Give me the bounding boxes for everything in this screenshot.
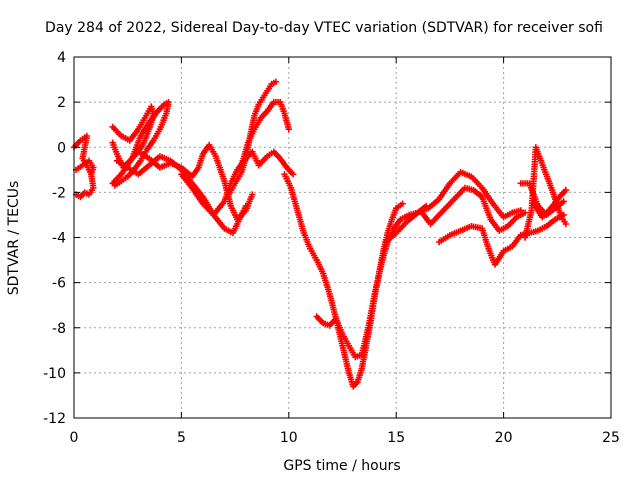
series-track-17 <box>530 186 570 221</box>
data-point <box>562 186 570 194</box>
data-point <box>285 126 292 133</box>
data-point <box>560 198 567 205</box>
y-tick-label: -6 <box>52 276 66 292</box>
data-point <box>562 220 570 228</box>
y-tick-label: 0 <box>57 140 66 156</box>
series-track-2 <box>72 157 97 178</box>
data-point <box>109 180 116 187</box>
chart-title: Day 284 of 2022, Sidereal Day-to-day VTE… <box>45 20 603 36</box>
series-track-12 <box>382 168 524 246</box>
y-tick-label: -2 <box>52 185 66 201</box>
y-tick-label: 4 <box>57 50 66 66</box>
series-track-10 <box>281 171 406 390</box>
data-point <box>399 200 406 207</box>
series-track-14 <box>436 211 567 268</box>
data-point <box>521 209 529 216</box>
series-track-13 <box>418 184 529 234</box>
y-axis-label: SDTVAR / TECUs <box>6 181 22 296</box>
series-track-4 <box>109 103 157 171</box>
series-track-9 <box>238 98 292 169</box>
series-track-6 <box>135 141 256 223</box>
y-tick-label: -8 <box>52 321 66 337</box>
x-tick-label: 20 <box>495 430 513 446</box>
data-points <box>70 78 570 390</box>
data-point <box>109 139 116 146</box>
series-track-11 <box>313 202 430 361</box>
x-tick-label: 10 <box>280 430 298 446</box>
data-point <box>88 171 95 178</box>
x-tick-label: 0 <box>70 430 79 446</box>
y-tick-label: -4 <box>52 231 66 247</box>
x-tick-label: 25 <box>602 430 620 446</box>
data-point <box>272 78 280 85</box>
x-tick-label: 15 <box>387 430 405 446</box>
data-point <box>289 171 297 178</box>
data-point <box>249 191 256 198</box>
x-axis-label: GPS time / hours <box>283 458 400 474</box>
x-tick-label: 5 <box>177 430 186 446</box>
y-tick-label: -10 <box>43 366 66 382</box>
y-tick-label: -12 <box>43 411 66 427</box>
y-tick-label: 2 <box>57 95 66 111</box>
